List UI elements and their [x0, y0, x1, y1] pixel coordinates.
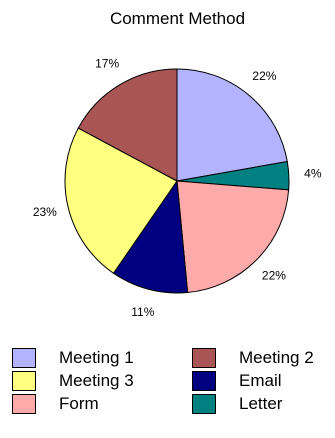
legend-label: Meeting 3: [59, 371, 134, 390]
legend-item-meeting-2: Meeting 2: [192, 347, 314, 369]
legend-item-meeting-3: Meeting 3: [12, 370, 134, 392]
legend-label: Form: [59, 394, 99, 413]
pie-slice-meeting-3: [64, 127, 178, 274]
legend-swatch: [12, 371, 36, 391]
pie-label-letter: 4%: [304, 167, 322, 181]
pie-slice-meeting-1: [176, 68, 288, 182]
legend-label: Meeting 1: [59, 348, 134, 367]
pie-label-form: 22%: [262, 269, 286, 283]
legend-item-form: Form: [12, 393, 99, 415]
legend-swatch: [192, 371, 216, 391]
chart-title: Comment Method: [109, 9, 246, 28]
legend-swatch: [12, 348, 36, 368]
legend-label: Meeting 2: [239, 348, 314, 367]
legend-item-meeting-1: Meeting 1: [12, 347, 134, 369]
legend-swatch: [12, 394, 36, 414]
legend-swatch: [192, 394, 216, 414]
pie-label-email: 11%: [131, 305, 154, 319]
pie-chart: 22% 4% 22% 11% 23% 17%: [33, 56, 322, 318]
legend-swatch: [192, 348, 216, 368]
pie-slice-email: [112, 179, 189, 294]
pie-label-meeting-2: 17%: [95, 56, 119, 70]
pie-slice-meeting-2: [77, 68, 178, 182]
legend-label: Email: [239, 371, 282, 390]
pie-labels: 22% 4% 22% 11% 23% 17%: [33, 56, 322, 318]
legend-item-letter: Letter: [192, 393, 282, 415]
pie-label-meeting-3: 23%: [33, 205, 57, 219]
pie-slices: [64, 68, 290, 294]
legend-item-email: Email: [192, 370, 282, 392]
legend-label: Letter: [239, 394, 283, 413]
pie-label-meeting-1: 22%: [252, 69, 276, 83]
pie-slice-form: [176, 180, 290, 294]
